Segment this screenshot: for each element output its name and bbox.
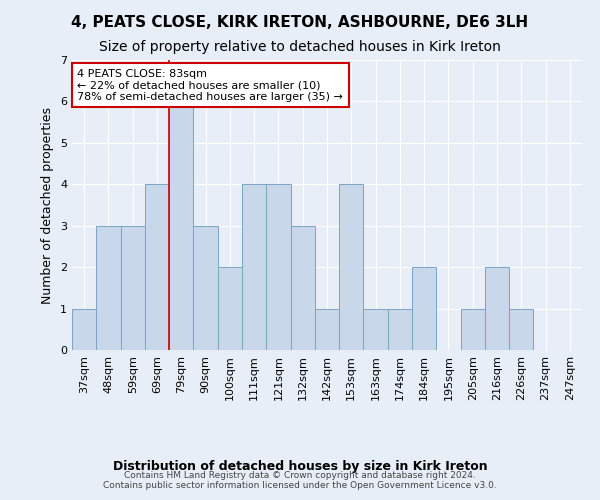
Bar bbox=[266, 184, 290, 350]
Bar bbox=[96, 226, 121, 350]
Bar bbox=[121, 226, 145, 350]
Bar bbox=[485, 267, 509, 350]
Bar bbox=[388, 308, 412, 350]
Bar bbox=[242, 184, 266, 350]
Bar bbox=[145, 184, 169, 350]
Bar bbox=[218, 267, 242, 350]
Text: Distribution of detached houses by size in Kirk Ireton: Distribution of detached houses by size … bbox=[113, 460, 487, 473]
Bar bbox=[290, 226, 315, 350]
Y-axis label: Number of detached properties: Number of detached properties bbox=[41, 106, 55, 304]
Text: 4, PEATS CLOSE, KIRK IRETON, ASHBOURNE, DE6 3LH: 4, PEATS CLOSE, KIRK IRETON, ASHBOURNE, … bbox=[71, 15, 529, 30]
Bar bbox=[72, 308, 96, 350]
Bar bbox=[315, 308, 339, 350]
Bar bbox=[339, 184, 364, 350]
Text: Size of property relative to detached houses in Kirk Ireton: Size of property relative to detached ho… bbox=[99, 40, 501, 54]
Bar bbox=[461, 308, 485, 350]
Bar bbox=[169, 102, 193, 350]
Bar bbox=[193, 226, 218, 350]
Bar bbox=[364, 308, 388, 350]
Bar bbox=[509, 308, 533, 350]
Text: Contains HM Land Registry data © Crown copyright and database right 2024.
Contai: Contains HM Land Registry data © Crown c… bbox=[103, 470, 497, 490]
Bar bbox=[412, 267, 436, 350]
Text: 4 PEATS CLOSE: 83sqm
← 22% of detached houses are smaller (10)
78% of semi-detac: 4 PEATS CLOSE: 83sqm ← 22% of detached h… bbox=[77, 68, 343, 102]
